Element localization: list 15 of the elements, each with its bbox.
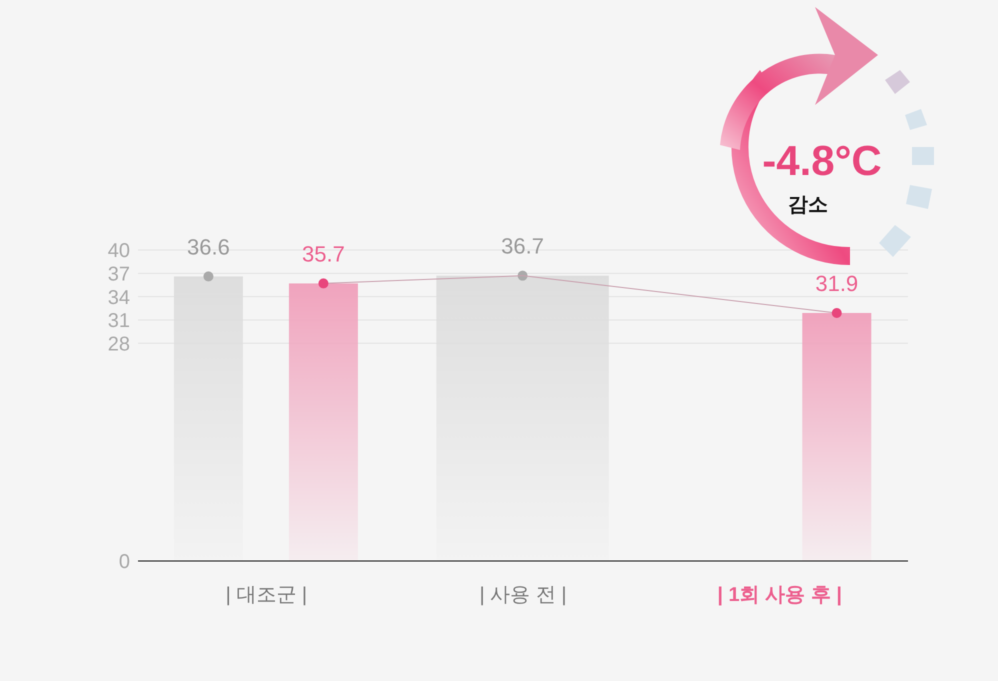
x-tick-label: | 대조군 | bbox=[226, 584, 308, 606]
text: -4.8°C bbox=[762, 137, 882, 184]
y-tick-label: 40 bbox=[108, 240, 130, 262]
data-label: 31.9 bbox=[815, 270, 858, 296]
data-label: 36.7 bbox=[501, 234, 544, 259]
y-tick-label: 34 bbox=[108, 286, 130, 309]
y-tick-label: 31 bbox=[108, 310, 130, 332]
data-label: 36.6 bbox=[187, 234, 230, 260]
y-tick-label: 0 bbox=[118, 551, 130, 574]
x-tick-label: | 사용 전 | bbox=[479, 584, 567, 606]
y-tick-label: 28 bbox=[108, 333, 130, 356]
data-label: 35.7 bbox=[302, 241, 345, 266]
y-tick-label: 37 bbox=[108, 263, 130, 286]
x-tick-label: | 1회 사용 후 | bbox=[717, 584, 842, 606]
text: 감소 bbox=[788, 192, 828, 216]
